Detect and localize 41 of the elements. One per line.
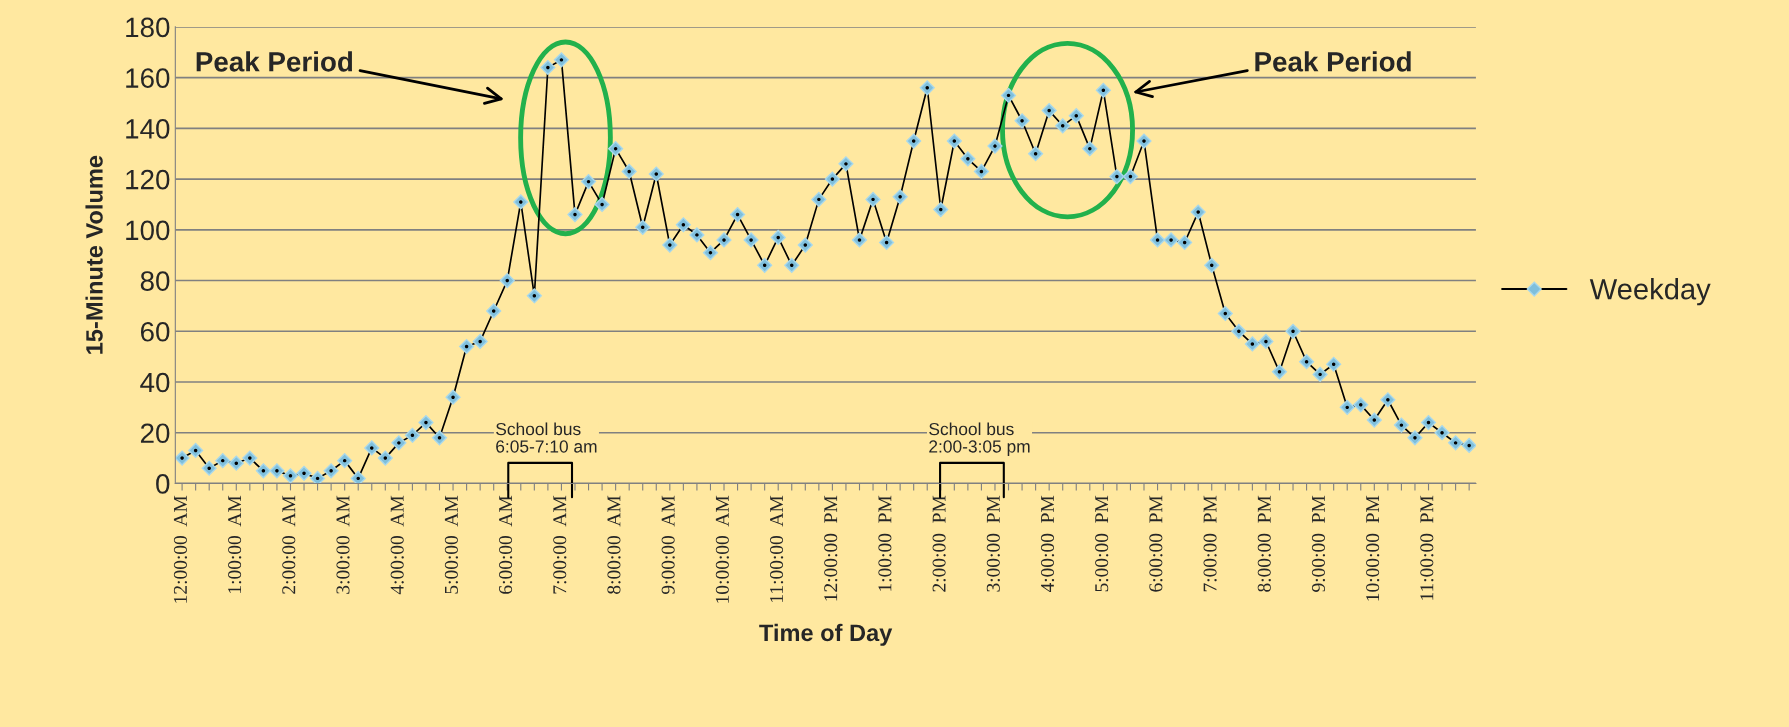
x-tick-label: 10:00:00 PM [1366,495,1380,601]
x-tick-label: 2:00:00 AM [282,495,296,594]
annotation: School bus 6:05-7:10 am [496,422,597,453]
x-tick-label: 7:00:00 AM [553,495,567,594]
x-tick-label: 1:00:00 AM [228,495,242,593]
x-tick-label: 12:00:00 AM [173,495,188,603]
x-tick-label: 10:00:00 AM [715,495,729,603]
x-tick-label: 8:00:00 PM [1257,495,1271,592]
y-axis-title: 15-Minute Volume [85,155,103,354]
x-tick-label: 5:00:00 AM [444,495,459,594]
x-axis-title: Time of Day [759,623,893,646]
x-tick-label: 11:00:00 PM [1420,495,1434,600]
x-tick-label: 6:00:00 AM [498,495,513,594]
y-tick-label: 100 [126,220,170,241]
x-tick-label: 9:00:00 AM [661,495,675,595]
y-tick-label: 20 [140,423,170,444]
x-tick-label: 3:00:00 AM [336,495,350,594]
y-tick-label: 60 [140,321,170,342]
y-tick-label: 40 [140,372,170,393]
x-tick-label: 12:00:00 PM [824,495,838,601]
x-tick-label: 2:00:00 PM [932,495,946,592]
y-tick-label: 140 [126,119,170,139]
x-tick-label: 6:00:00 PM [1149,495,1163,592]
y-tick-label: 120 [126,169,170,190]
x-tick-label: 11:00:00 AM [769,495,784,602]
x-tick-label: 4:00:00 PM [1040,495,1055,593]
x-tick-label: 9:00:00 PM [1311,495,1326,592]
y-tick-label: 0 [156,474,170,494]
y-tick-label: 160 [126,68,170,88]
x-tick-label: 1:00:00 PM [878,495,892,591]
annotation: Peak Period [196,51,353,72]
x-tick-label: 4:00:00 AM [390,495,404,595]
y-tick-label: 80 [140,271,170,291]
annotation: Peak Period [1255,51,1411,72]
x-tick-label: 8:00:00 AM [607,495,621,594]
x-tick-label: 3:00:00 PM [986,495,1000,592]
legend-label: Weekday [1589,278,1711,306]
x-tick-label: 5:00:00 PM [1095,495,1109,592]
annotation: School bus 2:00-3:05 pm [929,422,1030,457]
y-tick-label: 180 [126,17,170,38]
x-tick-label: 7:00:00 PM [1203,495,1217,592]
